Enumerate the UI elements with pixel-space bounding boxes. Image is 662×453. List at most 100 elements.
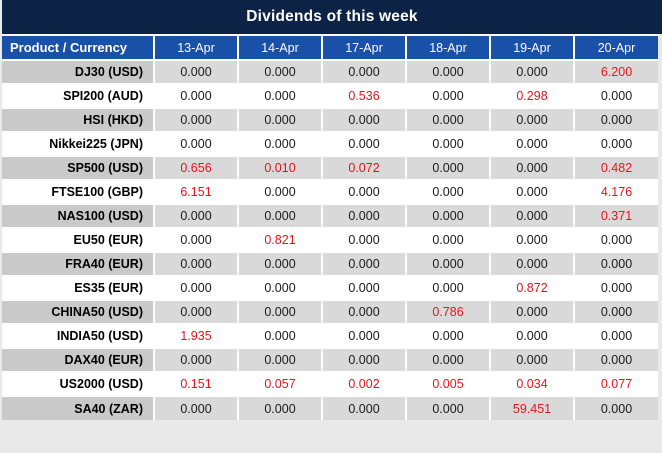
value-cell: 0.000 (406, 228, 491, 252)
value-cell: 0.000 (406, 276, 491, 300)
value-cell: 0.000 (490, 108, 575, 132)
value-cell: 0.000 (406, 60, 491, 84)
table-row: SA40 (ZAR) 0.000 0.000 0.000 0.000 59.451 0.00… (2, 396, 658, 420)
value-cell: 0.000 (154, 204, 239, 228)
value-cell: 0.000 (154, 300, 239, 324)
product-cell: ES35 (EUR) (2, 276, 155, 300)
table-row: US2000 (USD) 0.151 0.057 0.002 0.005 0.034 0.0… (2, 372, 658, 396)
product-cell: FRA40 (EUR) (2, 252, 155, 276)
value-cell: 4.176 (574, 180, 658, 204)
product-cell: INDIA50 (USD) (2, 324, 155, 348)
value-cell: 0.000 (154, 60, 239, 84)
value-cell: 0.000 (322, 180, 407, 204)
product-cell: DAX40 (EUR) (2, 348, 155, 372)
table-row: DJ30 (USD) 0.000 0.000 0.000 0.000 0.000 6.200 (2, 60, 658, 84)
value-cell: 0.000 (574, 252, 658, 276)
title-bar: Dividends of this week (2, 0, 662, 34)
value-cell: 0.034 (490, 372, 575, 396)
value-cell: 0.656 (154, 156, 239, 180)
value-cell: 0.000 (322, 348, 407, 372)
value-cell: 0.000 (238, 108, 323, 132)
dividends-table: Product / Currency 13-Apr 14-Apr 17-Apr 18-… (2, 36, 658, 420)
value-cell: 0.298 (490, 84, 575, 108)
value-cell: 0.000 (238, 324, 323, 348)
product-cell: SPI200 (AUD) (2, 84, 155, 108)
product-cell: CHINA50 (USD) (2, 300, 155, 324)
value-cell: 0.000 (574, 300, 658, 324)
value-cell: 0.000 (574, 348, 658, 372)
value-cell: 0.000 (490, 132, 575, 156)
value-cell: 6.200 (574, 60, 658, 84)
value-cell: 0.072 (322, 156, 407, 180)
header-row: Product / Currency 13-Apr 14-Apr 17-Apr 18-… (2, 36, 658, 60)
value-cell: 0.000 (154, 276, 239, 300)
value-cell: 0.000 (574, 108, 658, 132)
value-cell: 0.000 (490, 228, 575, 252)
table-row: EU50 (EUR) 0.000 0.821 0.000 0.000 0.000 0.000 (2, 228, 658, 252)
value-cell: 0.000 (574, 396, 658, 420)
table-row: NAS100 (USD) 0.000 0.000 0.000 0.000 0.000 0.3… (2, 204, 658, 228)
value-cell: 0.000 (154, 84, 239, 108)
header-date: 13-Apr (154, 36, 239, 60)
value-cell: 0.000 (406, 324, 491, 348)
value-cell: 0.000 (406, 396, 491, 420)
value-cell: 0.000 (490, 324, 575, 348)
value-cell: 0.000 (238, 84, 323, 108)
value-cell: 0.000 (322, 60, 407, 84)
value-cell: 0.000 (322, 108, 407, 132)
product-cell: DJ30 (USD) (2, 60, 155, 84)
header-date: 18-Apr (406, 36, 491, 60)
value-cell: 0.000 (490, 252, 575, 276)
value-cell: 0.005 (406, 372, 491, 396)
product-cell: SP500 (USD) (2, 156, 155, 180)
value-cell: 0.000 (322, 300, 407, 324)
value-cell: 59.451 (490, 396, 575, 420)
header-product-currency: Product / Currency (2, 36, 155, 60)
value-cell: 0.482 (574, 156, 658, 180)
value-cell: 0.000 (322, 276, 407, 300)
product-cell: US2000 (USD) (2, 372, 155, 396)
table-row: HSI (HKD) 0.000 0.000 0.000 0.000 0.000 0.000 (2, 108, 658, 132)
table-row: FTSE100 (GBP) 6.151 0.000 0.000 0.000 0.000 4.… (2, 180, 658, 204)
value-cell: 0.000 (406, 108, 491, 132)
value-cell: 0.821 (238, 228, 323, 252)
table-row: CHINA50 (USD) 0.000 0.000 0.000 0.786 0.000 0.… (2, 300, 658, 324)
header-date: 19-Apr (490, 36, 575, 60)
title-divider (2, 34, 660, 36)
product-cell: EU50 (EUR) (2, 228, 155, 252)
value-cell: 0.000 (238, 252, 323, 276)
value-cell: 0.000 (490, 348, 575, 372)
product-cell: HSI (HKD) (2, 108, 155, 132)
value-cell: 6.151 (154, 180, 239, 204)
header-date: 14-Apr (238, 36, 323, 60)
product-cell: NAS100 (USD) (2, 204, 155, 228)
value-cell: 0.000 (574, 228, 658, 252)
value-cell: 0.000 (154, 132, 239, 156)
value-cell: 0.002 (322, 372, 407, 396)
value-cell: 0.000 (322, 204, 407, 228)
value-cell: 0.000 (406, 204, 491, 228)
value-cell: 0.000 (574, 324, 658, 348)
value-cell: 0.536 (322, 84, 407, 108)
table-row: SP500 (USD) 0.656 0.010 0.072 0.000 0.000 0.48… (2, 156, 658, 180)
value-cell: 0.000 (406, 132, 491, 156)
value-cell: 0.151 (154, 372, 239, 396)
table-row: DAX40 (EUR) 0.000 0.000 0.000 0.000 0.000 0.00… (2, 348, 658, 372)
value-cell: 0.000 (238, 300, 323, 324)
header-date: 17-Apr (322, 36, 407, 60)
table-row: Nikkei225 (JPN) 0.000 0.000 0.000 0.000 0.000… (2, 132, 658, 156)
value-cell: 0.786 (406, 300, 491, 324)
value-cell: 0.000 (322, 324, 407, 348)
product-cell: SA40 (ZAR) (2, 396, 155, 420)
header-date: 20-Apr (574, 36, 658, 60)
value-cell: 0.000 (574, 132, 658, 156)
value-cell: 0.000 (322, 132, 407, 156)
value-cell: 0.000 (238, 276, 323, 300)
value-cell: 0.000 (406, 156, 491, 180)
value-cell: 0.000 (490, 204, 575, 228)
value-cell: 0.057 (238, 372, 323, 396)
table-row: INDIA50 (USD) 1.935 0.000 0.000 0.000 0.000 0.… (2, 324, 658, 348)
value-cell: 0.000 (406, 180, 491, 204)
value-cell: 0.000 (154, 228, 239, 252)
value-cell: 0.872 (490, 276, 575, 300)
